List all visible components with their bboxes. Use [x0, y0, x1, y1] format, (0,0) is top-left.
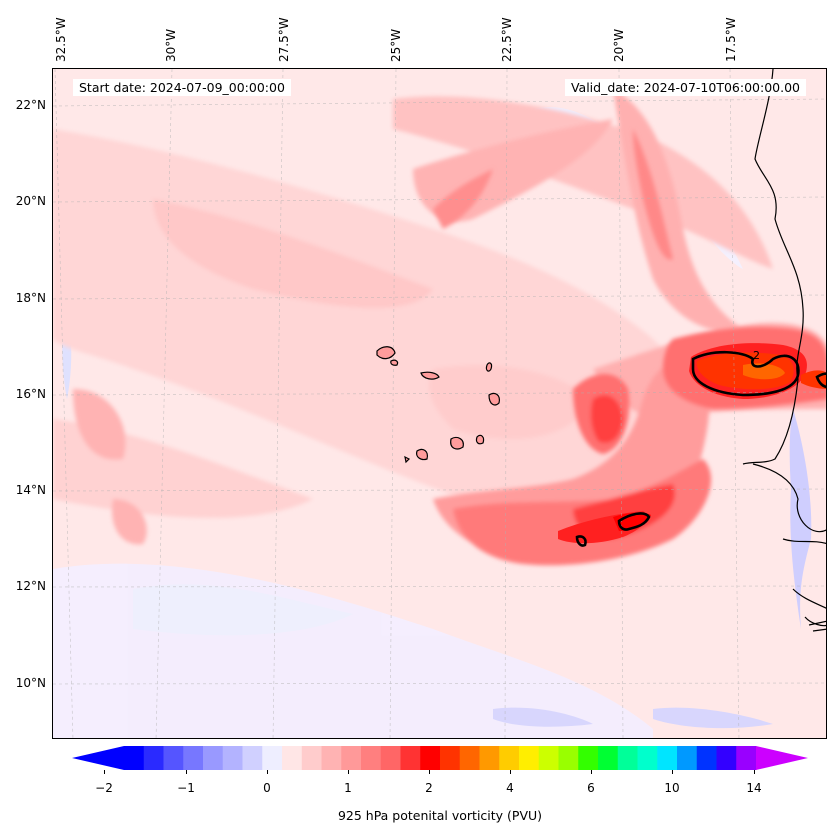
valid-date-label: Valid_date: 2024-07-10T06:00:00.00: [564, 79, 806, 96]
pv-contour-field: 2: [53, 69, 826, 738]
colorbar-bin: [282, 746, 303, 770]
lat-label-16n: 16°N: [15, 387, 46, 401]
colorbar-bin: [361, 746, 382, 770]
lon-label-25w: 25°W: [389, 28, 403, 62]
map-panel[interactable]: 2 Start date: 2024-07-09_00:00:00 Valid_…: [52, 68, 827, 739]
colorbar-bin: [716, 746, 737, 770]
cb-tick-label-neg2: −2: [95, 781, 113, 795]
cb-tickmark-2: [267, 770, 268, 774]
lat-label-22n: 22°N: [15, 98, 46, 112]
cb-tick-label-4: 4: [506, 781, 514, 795]
lon-label-22-5w: 22.5°W: [500, 17, 514, 62]
lon-label-17-5w: 17.5°W: [724, 17, 738, 62]
colorbar-bin: [203, 746, 224, 770]
lat-label-12n: 12°N: [15, 579, 46, 593]
cb-tick-label-10: 10: [664, 781, 680, 795]
cb-tickmark-3: [348, 770, 349, 774]
colorbar-bin: [499, 746, 520, 770]
cb-tickmark-7: [672, 770, 673, 774]
lon-label-27-5w: 27.5°W: [277, 17, 291, 62]
cb-tick-label-2: 2: [425, 781, 433, 795]
cb-tick-label-0: 0: [263, 781, 271, 795]
cb-tickmark-5: [510, 770, 511, 774]
colorbar-bin: [440, 746, 461, 770]
pv-2-contour: [575, 350, 826, 547]
cb-tick-label-1: 1: [344, 781, 352, 795]
cape-verde-islands: [376, 346, 500, 464]
lat-label-20n: 20°N: [15, 194, 46, 208]
colorbar-bin: [143, 746, 164, 770]
colorbar-arrow-left: [72, 746, 124, 770]
lon-label-30w: 30°W: [164, 28, 178, 62]
colorbar-bin: [420, 746, 441, 770]
colorbar-bin: [163, 746, 184, 770]
colorbar-bin: [321, 746, 342, 770]
contour-label-2: 2: [753, 349, 760, 362]
colorbar-bin: [736, 746, 757, 770]
cb-tickmark-4: [429, 770, 430, 774]
coastline: [742, 69, 826, 632]
colorbar-bins: [124, 746, 757, 770]
cb-tickmark-6: [591, 770, 592, 774]
colorbar-bin: [183, 746, 204, 770]
colorbar-bin: [380, 746, 401, 770]
colorbar-bin: [301, 746, 322, 770]
lat-label-18n: 18°N: [15, 291, 46, 305]
colorbar-bin: [696, 746, 717, 770]
colorbar-bin: [459, 746, 480, 770]
lon-label-32-5w: 32.5°W: [54, 17, 68, 62]
graticule: [53, 69, 826, 738]
lat-label-14n: 14°N: [15, 483, 46, 497]
colorbar-bin: [677, 746, 698, 770]
lon-label-20w: 20°W: [612, 28, 626, 62]
colorbar-bin: [657, 746, 678, 770]
colorbar-arrow-right: [756, 746, 808, 770]
colorbar-bin: [558, 746, 579, 770]
start-date-label: Start date: 2024-07-09_00:00:00: [73, 79, 291, 96]
cb-tick-label-neg1: −1: [177, 781, 195, 795]
colorbar-bin: [538, 746, 559, 770]
colorbar-bin: [341, 746, 362, 770]
cb-tickmark-1: [186, 770, 187, 774]
colorbar-bin: [124, 746, 145, 770]
colorbar-bin: [400, 746, 421, 770]
colorbar-bin: [598, 746, 619, 770]
colorbar: [72, 746, 808, 770]
lat-label-10n: 10°N: [15, 676, 46, 690]
colorbar-bin: [222, 746, 243, 770]
colorbar-bin: [519, 746, 540, 770]
cb-tickmark-8: [754, 770, 755, 774]
colorbar-label: 925 hPa potenital vorticity (PVU): [337, 808, 543, 823]
colorbar-bin: [262, 746, 283, 770]
colorbar-bin: [637, 746, 658, 770]
colorbar-bin: [242, 746, 263, 770]
colorbar-bin: [617, 746, 638, 770]
cb-tickmark-0: [104, 770, 105, 774]
cb-tick-label-14: 14: [746, 781, 762, 795]
cb-tick-label-6: 6: [587, 781, 595, 795]
colorbar-bin: [578, 746, 599, 770]
colorbar-bin: [479, 746, 500, 770]
